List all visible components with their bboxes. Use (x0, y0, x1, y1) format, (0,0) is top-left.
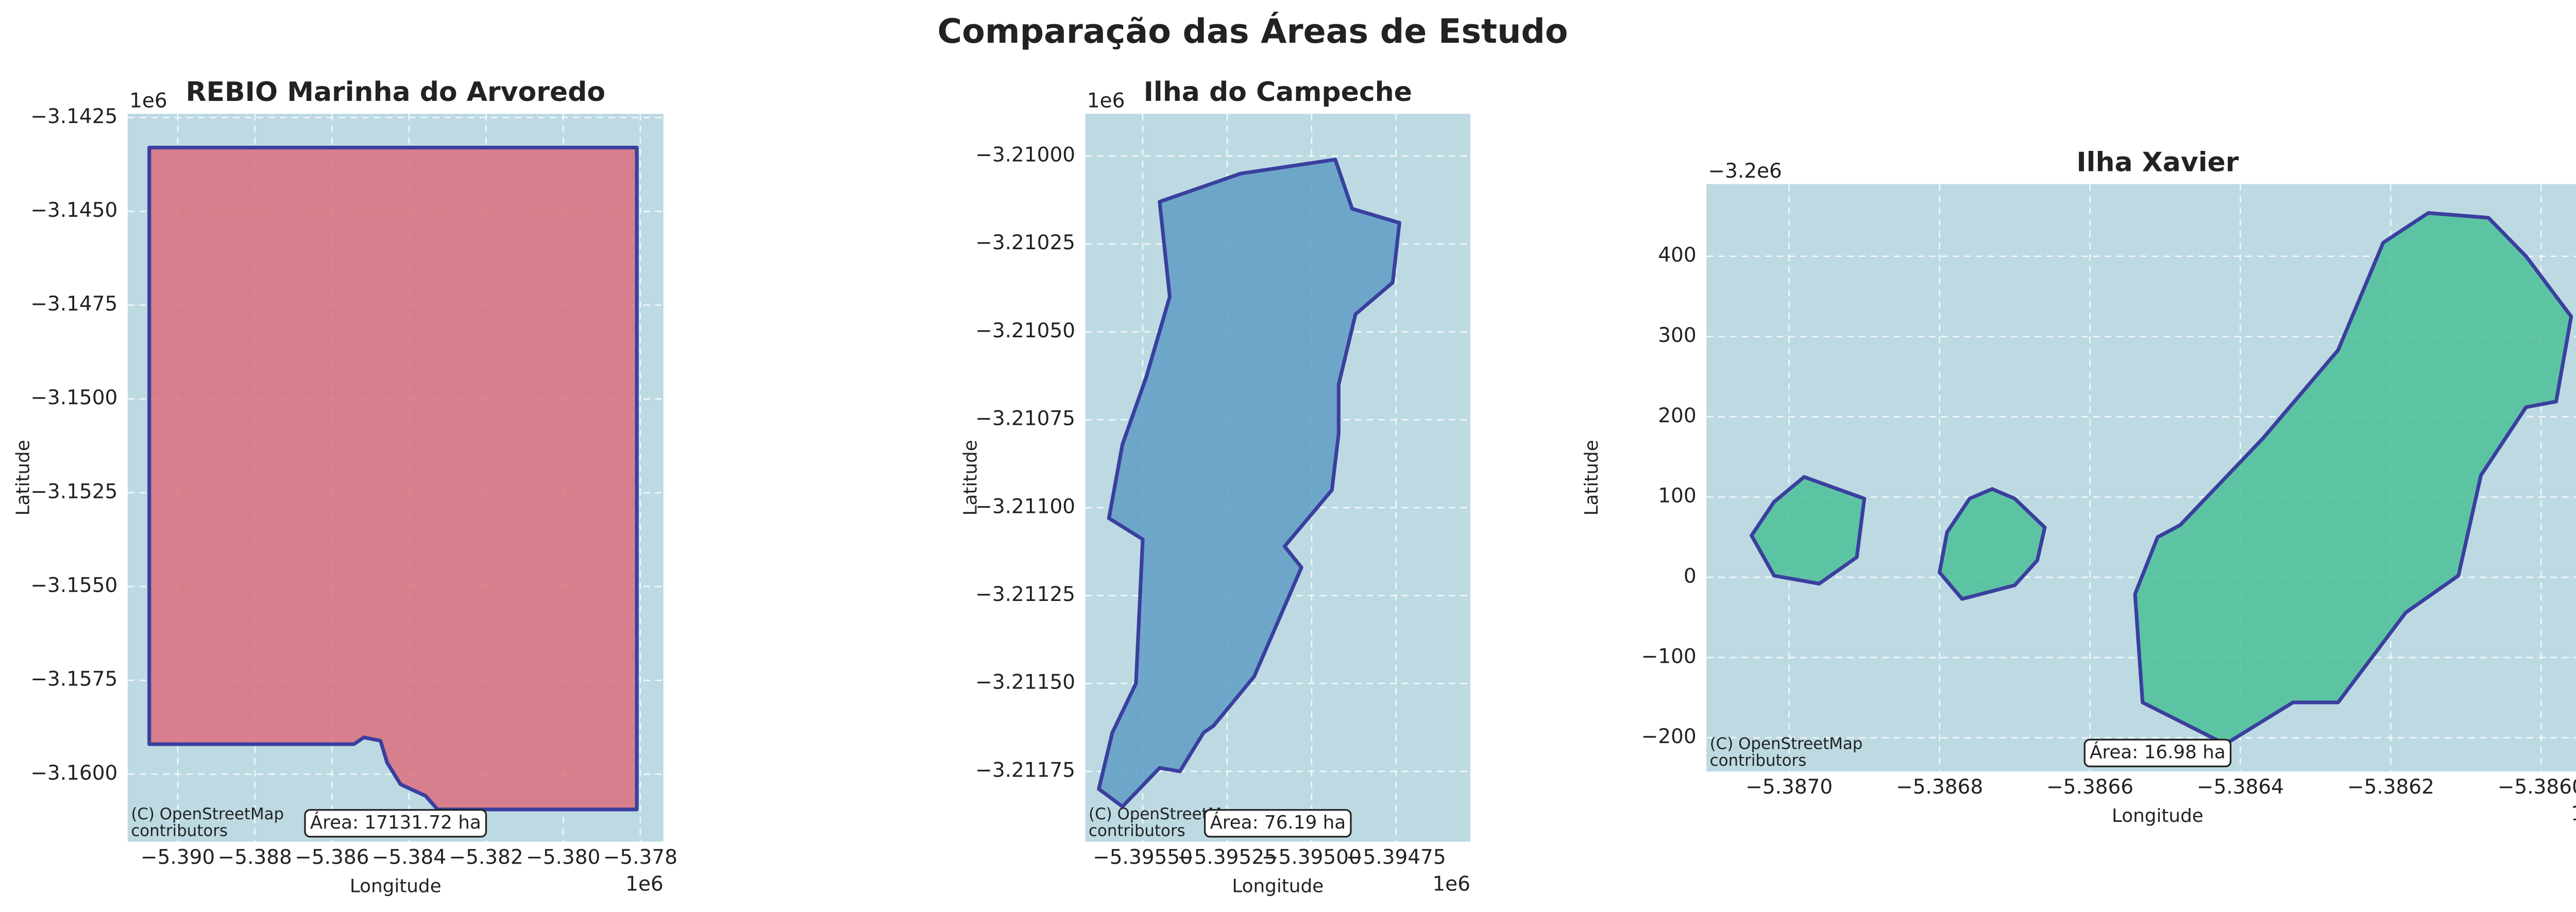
y-tick-label: −3.21150 (975, 671, 1075, 694)
y-tick-label: −3.1600 (30, 762, 117, 785)
y-axis-label: Latitude (12, 440, 33, 515)
y-tick-label: −3.21125 (975, 583, 1075, 606)
x-tick-label: −5.382 (449, 846, 523, 869)
x-tick-label: −5.380 (526, 846, 600, 869)
subplot-title: REBIO Marinha do Arvoredo (185, 77, 605, 108)
x-tick-label: −5.378 (603, 846, 677, 869)
area-annotation: Área: 17131.72 ha (310, 812, 481, 833)
x-tick-label: −5.39475 (1346, 846, 1446, 869)
x-tick-label: −5.386 (295, 846, 369, 869)
annotation-box (304, 809, 487, 838)
y-offset-label: 1e6 (1087, 90, 1125, 113)
area-annotation: Área: 16.98 ha (2090, 741, 2226, 763)
y-tick-label: −3.1525 (30, 480, 117, 503)
y-tick-label: 0 (1684, 564, 1697, 588)
y-tick-label: −3.21100 (975, 495, 1075, 518)
x-axis-label: Longitude (350, 875, 442, 897)
y-tick-label: 100 (1658, 485, 1696, 508)
x-tick-label: −5.39500 (1262, 846, 1362, 869)
area-boundary (1750, 475, 1867, 586)
y-tick-label: 300 (1658, 324, 1696, 347)
attribution: (C) OpenStreetMap (1710, 735, 1863, 753)
y-tick-label: −3.1500 (30, 386, 117, 409)
y-tick-label: −3.1450 (30, 199, 117, 222)
area-annotation: Área: 76.19 ha (1210, 812, 1346, 833)
x-tick-label: −5.3862 (2347, 776, 2434, 799)
x-tick-label: −5.3864 (2197, 776, 2284, 799)
x-tick-label: −5.3866 (2046, 776, 2133, 799)
y-tick-label: −3.1425 (30, 105, 117, 128)
y-tick-label: −3.21025 (975, 231, 1075, 254)
subplot-title: Ilha Xavier (2076, 147, 2239, 178)
annotation-box (2083, 738, 2232, 767)
y-tick-label: −3.21050 (975, 319, 1075, 342)
area-boundary (1097, 158, 1401, 808)
y-tick-label: 400 (1658, 244, 1696, 267)
x-tick-label: −5.390 (141, 846, 215, 869)
x-offset-label: 1e6 (2571, 802, 2576, 825)
area-boundary (147, 145, 639, 812)
y-tick-label: −3.1550 (30, 574, 117, 597)
attribution: (C) OpenStreetMap (131, 805, 284, 823)
x-offset-label: 1e6 (1432, 873, 1470, 896)
x-tick-label: −5.39525 (1177, 846, 1277, 869)
y-offset-label: 1e6 (129, 90, 167, 113)
y-tick-label: −3.21000 (975, 143, 1075, 166)
x-tick-label: −5.3860 (2498, 776, 2576, 799)
y-tick-label: −3.1575 (30, 668, 117, 691)
x-axis-label: Longitude (1232, 875, 1324, 897)
x-tick-label: −5.388 (218, 846, 292, 869)
x-offset-label: 1e6 (625, 873, 664, 896)
y-tick-label: −200 (1641, 725, 1697, 748)
y-tick-label: −3.21175 (975, 759, 1075, 782)
x-axis-label: Longitude (2112, 805, 2204, 827)
x-tick-label: −5.39550 (1093, 846, 1193, 869)
y-tick-label: 200 (1658, 404, 1696, 427)
subplot-title: Ilha do Campeche (1144, 77, 1412, 108)
x-tick-label: −5.3870 (1745, 776, 1833, 799)
y-offset-label: −3.2e6 (1708, 160, 1782, 183)
y-tick-label: −100 (1641, 645, 1697, 668)
y-axis-label: Latitude (1581, 440, 1602, 515)
figure-title: Comparação das Áreas de Estudo (938, 11, 1568, 51)
y-tick-label: −3.1475 (30, 292, 117, 316)
attribution: contributors (1710, 751, 1807, 770)
area-boundary (2133, 211, 2573, 746)
y-tick-label: −3.21075 (975, 407, 1075, 431)
attribution: contributors (1089, 822, 1185, 840)
attribution: contributors (131, 822, 228, 840)
x-tick-label: −5.3868 (1896, 776, 1983, 799)
area-boundary (1938, 487, 2047, 601)
annotation-box (1204, 809, 1352, 838)
x-tick-label: −5.384 (372, 846, 446, 869)
y-axis-label: Latitude (960, 440, 981, 515)
